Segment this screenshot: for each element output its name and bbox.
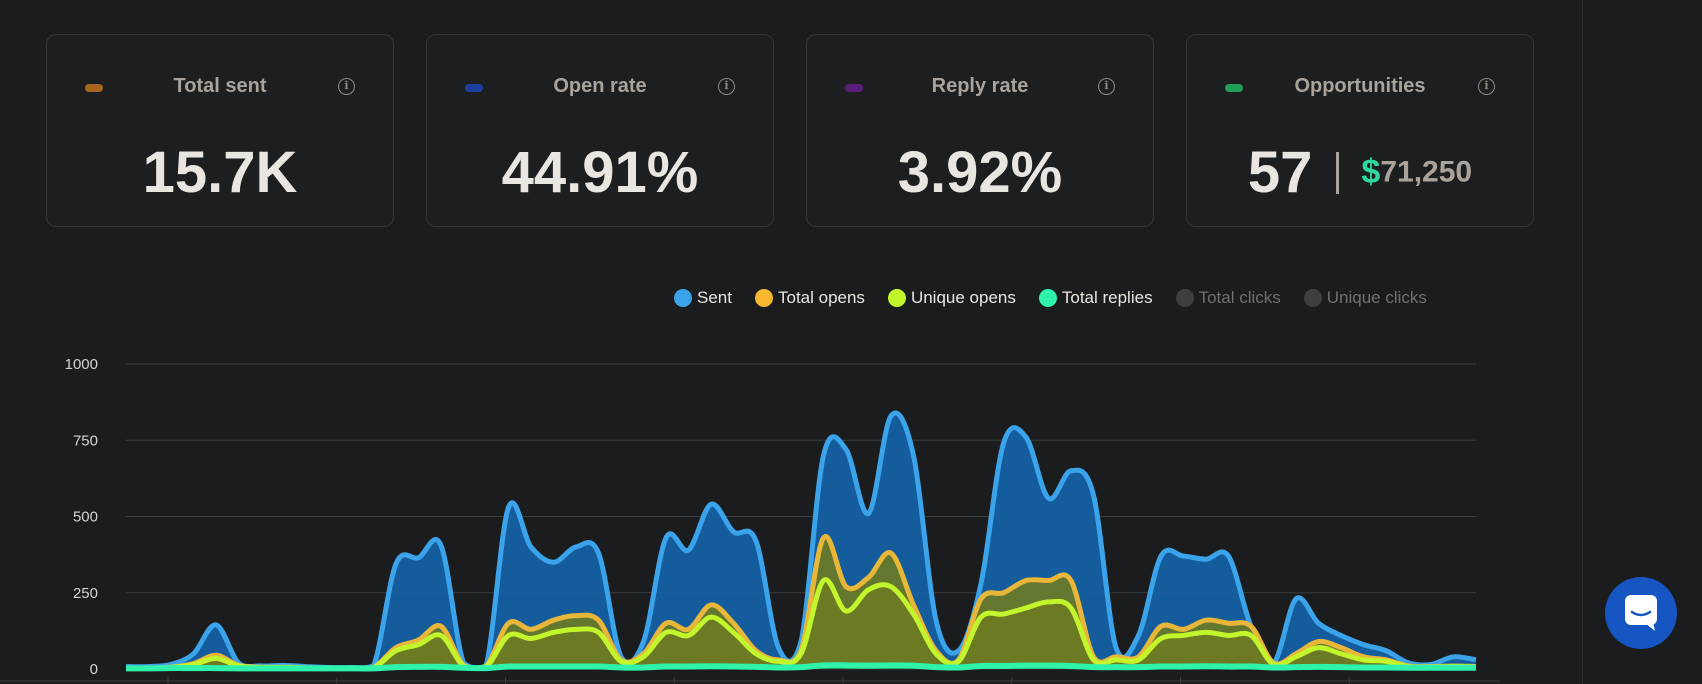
series-area-unique-opens: [126, 579, 1476, 669]
legend-label: Total replies: [1061, 288, 1153, 307]
card-opportunities: Opportunities i 57 $71,250: [1186, 34, 1534, 227]
series-line-total-replies: [125, 662, 1476, 672]
chat-launcher-button[interactable]: [1605, 577, 1677, 649]
series-line-sent: [125, 410, 1477, 671]
card-title: Opportunities: [1294, 75, 1426, 97]
chat-icon: [1625, 595, 1657, 631]
legend-item-sent[interactable]: Sent: [673, 288, 732, 308]
series-area-sent: [126, 412, 1476, 669]
card-total-sent: Total sent i 15.7K: [46, 34, 394, 227]
y-tick-label: 500: [73, 509, 98, 526]
info-icon[interactable]: i: [1478, 78, 1495, 95]
card-title: Open rate: [553, 75, 647, 97]
legend-label: Unique clicks: [1326, 288, 1427, 307]
card-value: 15.7K: [142, 140, 298, 205]
info-icon[interactable]: i: [718, 78, 735, 95]
opportunities-color-dot: [1225, 84, 1243, 92]
y-tick-label: 1000: [65, 356, 98, 373]
legend-label: Unique opens: [910, 288, 1016, 307]
legend-item-total-replies[interactable]: Total replies: [1037, 288, 1153, 308]
opportunities-value: 57 $71,250: [1187, 139, 1533, 206]
activity-area-chart: 0 250 500 750 1000: [0, 356, 1500, 684]
card-open-rate: Open rate i 44.91%: [426, 34, 774, 227]
open-rate-color-dot: [465, 84, 483, 92]
info-icon[interactable]: i: [1098, 78, 1115, 95]
card-title: Reply rate: [931, 75, 1029, 97]
info-icon[interactable]: i: [338, 78, 355, 95]
legend-label: Total clicks: [1198, 288, 1281, 307]
legend-swatch: [673, 288, 693, 308]
right-panel-divider: [1582, 0, 1583, 684]
legend-swatch: [1302, 288, 1323, 308]
legend-item-total-clicks[interactable]: Total clicks: [1174, 288, 1281, 308]
chart-legend: Sent Total opens Unique opens Total repl…: [673, 287, 1449, 309]
card-reply-rate: Reply rate i 3.92%: [806, 34, 1154, 227]
legend-label: Sent: [697, 288, 732, 307]
value-separator: [1336, 151, 1340, 194]
currency-symbol: $: [1361, 153, 1381, 191]
legend-item-unique-opens[interactable]: Unique opens: [886, 288, 1016, 308]
y-tick-label: 250: [73, 585, 98, 602]
legend-swatch: [1174, 288, 1195, 308]
legend-label: Total opens: [777, 288, 865, 307]
reply-rate-color-dot: [845, 84, 863, 92]
legend-swatch: [886, 288, 907, 308]
legend-item-unique-clicks[interactable]: Unique clicks: [1302, 288, 1427, 308]
opportunities-count: 57: [1247, 140, 1313, 205]
opportunities-amount: 71,250: [1380, 155, 1473, 189]
total-sent-color-dot: [85, 84, 103, 92]
y-tick-label: 0: [90, 661, 98, 678]
card-title: Total sent: [173, 75, 267, 97]
legend-swatch: [1037, 288, 1058, 308]
y-tick-label: 750: [73, 432, 98, 449]
legend-item-total-opens[interactable]: Total opens: [753, 288, 865, 308]
card-value: 44.91%: [501, 140, 699, 205]
legend-swatch: [753, 288, 774, 308]
card-value: 3.92%: [897, 140, 1063, 205]
